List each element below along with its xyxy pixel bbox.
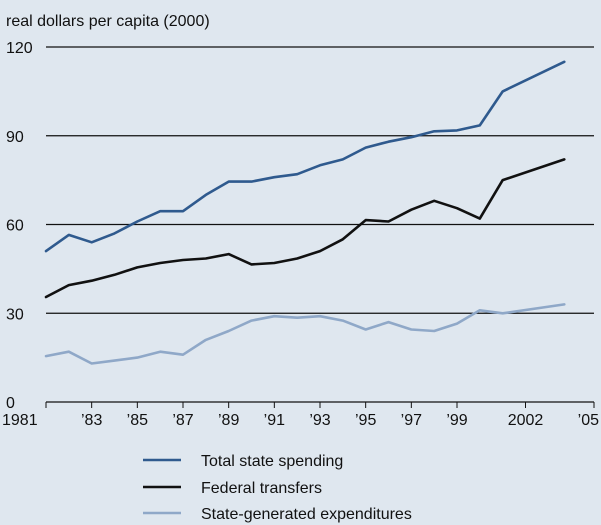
x-tick-label: ’93 (309, 412, 330, 429)
x-tick-label: ’05 (578, 412, 599, 429)
legend-label: Federal transfers (201, 480, 322, 497)
x-tick-label: ’95 (355, 412, 376, 429)
legend-label: State-generated expenditures (201, 506, 412, 523)
legend-label: Total state spending (201, 453, 343, 470)
x-tick-label: ’97 (401, 412, 422, 429)
x-tick-label: 2002 (508, 412, 544, 429)
y-tick-label: 30 (6, 306, 24, 323)
x-tick-label: ’83 (81, 412, 102, 429)
series-line-3 (44, 303, 566, 365)
y-tick-labels: 0 30 60 90 120 (6, 40, 33, 412)
x-tick-label: ’89 (218, 412, 239, 429)
x-tick-label: ’85 (127, 412, 148, 429)
x-tick-label: ’99 (446, 412, 467, 429)
y-tick-label: 60 (6, 218, 24, 235)
x-tick-label: 1981 (2, 412, 38, 429)
y-tick-label: 120 (6, 40, 33, 57)
series-lines (44, 60, 566, 365)
y-axis-label: real dollars per capita (2000) (6, 13, 210, 30)
x-tick-label: ’87 (172, 412, 193, 429)
series-line-2 (44, 158, 566, 299)
series-line-1 (44, 60, 566, 253)
x-ticks: 1981 ’83 ’85 ’87 ’89 ’91 ’93 ’95 ’97 ’99 2002 ’05 (2, 402, 599, 429)
gridlines (46, 46, 594, 403)
x-tick-label: ’91 (264, 412, 285, 429)
y-tick-label: 90 (6, 129, 24, 146)
y-tick-label: 0 (6, 395, 15, 412)
legend: Total state spending Federal transfers Sta… (143, 453, 412, 523)
